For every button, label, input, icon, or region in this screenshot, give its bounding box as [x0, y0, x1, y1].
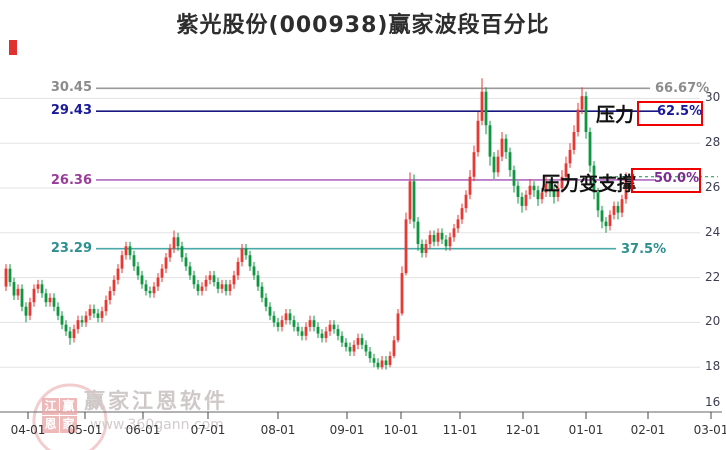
annotation-resistance-to-support: 压力变支撑	[541, 173, 637, 195]
x-tick-01-01: 01-01	[568, 423, 604, 437]
watermark-url: www.360gann.com	[90, 417, 224, 433]
x-axis	[0, 411, 722, 419]
y-tick-20: 20	[705, 314, 721, 328]
watermark-seal-char: 赢	[60, 398, 77, 415]
watermark-seal-ring-icon	[32, 383, 108, 450]
x-tick-10-01: 10-01	[383, 423, 419, 437]
x-tick-05-01: 05-01	[67, 423, 103, 437]
y-tick-22: 22	[705, 270, 721, 284]
watermark-seal-char: 恩	[42, 416, 59, 433]
x-tick-06-01: 06-01	[125, 423, 161, 437]
x-tick-07-01: 07-01	[190, 423, 226, 437]
gridlines	[0, 97, 700, 368]
y-tick-30: 30	[705, 90, 721, 104]
annotation-resistance: 压力	[596, 104, 635, 126]
y-tick-26: 26	[705, 180, 721, 194]
gann-level-lines	[96, 87, 718, 250]
level-price-62-5: 29.43	[50, 103, 92, 118]
level-price-50-0: 26.36	[50, 173, 92, 188]
x-tick-09-01: 09-01	[329, 423, 365, 437]
watermark-brand: 赢家江恩软件	[84, 389, 228, 413]
y-tick-24: 24	[705, 225, 721, 239]
x-tick-02-01: 02-01	[630, 423, 666, 437]
x-tick-04-01: 04-01	[10, 423, 46, 437]
x-tick-03-01: 03-01	[693, 423, 726, 437]
percent-label-37-5: 37.5%	[621, 242, 667, 257]
y-tick-16: 16	[705, 395, 721, 409]
x-tick-12-01: 12-01	[505, 423, 541, 437]
watermark-seal-char: 江	[42, 398, 59, 415]
candlestick-series	[4, 78, 628, 370]
y-tick-28: 28	[705, 135, 721, 149]
watermark-seal-char: 家	[60, 416, 77, 433]
percent-label-50-0: 50.0%	[654, 171, 700, 186]
percent-label-66-67: 66.67%	[655, 81, 710, 96]
x-tick-11-01: 11-01	[442, 423, 478, 437]
percent-label-62-5: 62.5%	[657, 104, 703, 119]
site-logo-mark	[9, 40, 17, 55]
percent-box-50-0	[631, 168, 701, 193]
percent-box-62-5	[637, 101, 703, 126]
level-price-66-67: 30.45	[50, 80, 92, 95]
x-tick-08-01: 08-01	[260, 423, 296, 437]
level-price-37-5: 23.29	[50, 241, 92, 256]
chart-title: 紫光股份(000938)赢家波段百分比	[176, 13, 550, 38]
y-tick-18: 18	[705, 359, 721, 373]
